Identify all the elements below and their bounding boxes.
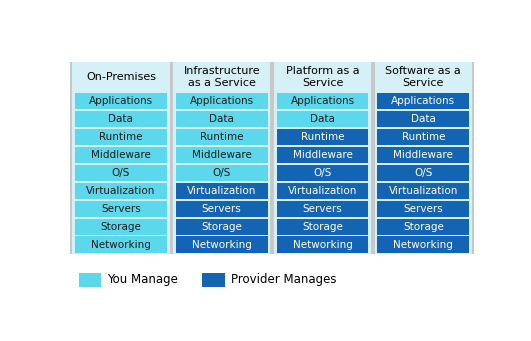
Bar: [277, 111, 369, 127]
Bar: [176, 219, 268, 235]
Text: Storage: Storage: [201, 222, 242, 232]
Text: Storage: Storage: [100, 222, 141, 232]
Bar: [378, 219, 469, 235]
Bar: [75, 236, 167, 253]
Text: Software as a
Service: Software as a Service: [386, 66, 461, 88]
Text: Middleware: Middleware: [192, 150, 252, 160]
Text: Infrastructure
as a Service: Infrastructure as a Service: [183, 66, 260, 88]
Bar: [378, 93, 469, 109]
Bar: [378, 201, 469, 217]
Bar: [277, 147, 369, 163]
Bar: [75, 129, 167, 145]
Text: O/S: O/S: [212, 168, 231, 178]
Text: Middleware: Middleware: [91, 150, 151, 160]
Text: Data: Data: [310, 114, 335, 124]
Text: Runtime: Runtime: [401, 132, 445, 142]
Text: Servers: Servers: [202, 204, 242, 214]
Bar: [277, 236, 369, 253]
Text: Runtime: Runtime: [99, 132, 143, 142]
Text: Data: Data: [411, 114, 436, 124]
Bar: [277, 93, 369, 109]
Bar: [176, 111, 268, 127]
Bar: [374, 62, 472, 254]
Bar: [378, 236, 469, 253]
Text: Applications: Applications: [391, 96, 456, 106]
Text: On-Premises: On-Premises: [86, 72, 156, 82]
Text: Runtime: Runtime: [200, 132, 244, 142]
Text: Data: Data: [108, 114, 133, 124]
Text: Servers: Servers: [404, 204, 443, 214]
Bar: [378, 183, 469, 199]
Text: Applications: Applications: [190, 96, 254, 106]
Text: You Manage: You Manage: [107, 273, 178, 286]
Bar: [72, 62, 170, 254]
Bar: [176, 183, 268, 199]
Text: Storage: Storage: [403, 222, 444, 232]
Text: Virtualization: Virtualization: [86, 186, 156, 196]
Text: Networking: Networking: [393, 240, 453, 250]
Bar: [75, 201, 167, 217]
Text: Middleware: Middleware: [293, 150, 353, 160]
Bar: [75, 183, 167, 199]
Bar: [75, 93, 167, 109]
Bar: [173, 62, 270, 254]
Text: Servers: Servers: [303, 204, 342, 214]
Bar: [277, 129, 369, 145]
Bar: [277, 219, 369, 235]
Text: Networking: Networking: [192, 240, 252, 250]
Bar: [71, 62, 474, 254]
Text: Provider Manages: Provider Manages: [231, 273, 337, 286]
Text: Virtualization: Virtualization: [187, 186, 256, 196]
Text: Data: Data: [209, 114, 234, 124]
Text: Storage: Storage: [302, 222, 343, 232]
Text: Applications: Applications: [290, 96, 355, 106]
Bar: [277, 183, 369, 199]
Bar: [75, 165, 167, 181]
Bar: [378, 111, 469, 127]
Bar: [176, 93, 268, 109]
Bar: [176, 201, 268, 217]
Bar: [274, 62, 371, 254]
Bar: [277, 165, 369, 181]
Text: O/S: O/S: [414, 168, 433, 178]
Bar: [75, 219, 167, 235]
Bar: [79, 273, 101, 287]
Text: O/S: O/S: [313, 168, 332, 178]
Text: O/S: O/S: [112, 168, 130, 178]
Bar: [75, 111, 167, 127]
Text: Runtime: Runtime: [301, 132, 344, 142]
Bar: [378, 147, 469, 163]
Text: Platform as a
Service: Platform as a Service: [286, 66, 359, 88]
Text: Virtualization: Virtualization: [288, 186, 357, 196]
Bar: [277, 201, 369, 217]
Text: Networking: Networking: [91, 240, 151, 250]
Text: Servers: Servers: [101, 204, 141, 214]
Bar: [378, 129, 469, 145]
Bar: [378, 165, 469, 181]
Text: Networking: Networking: [293, 240, 353, 250]
Text: Applications: Applications: [89, 96, 153, 106]
Bar: [75, 147, 167, 163]
Bar: [176, 129, 268, 145]
Bar: [176, 147, 268, 163]
Bar: [176, 236, 268, 253]
Text: Middleware: Middleware: [393, 150, 453, 160]
Bar: [202, 273, 225, 287]
Text: Virtualization: Virtualization: [389, 186, 458, 196]
Bar: [176, 165, 268, 181]
